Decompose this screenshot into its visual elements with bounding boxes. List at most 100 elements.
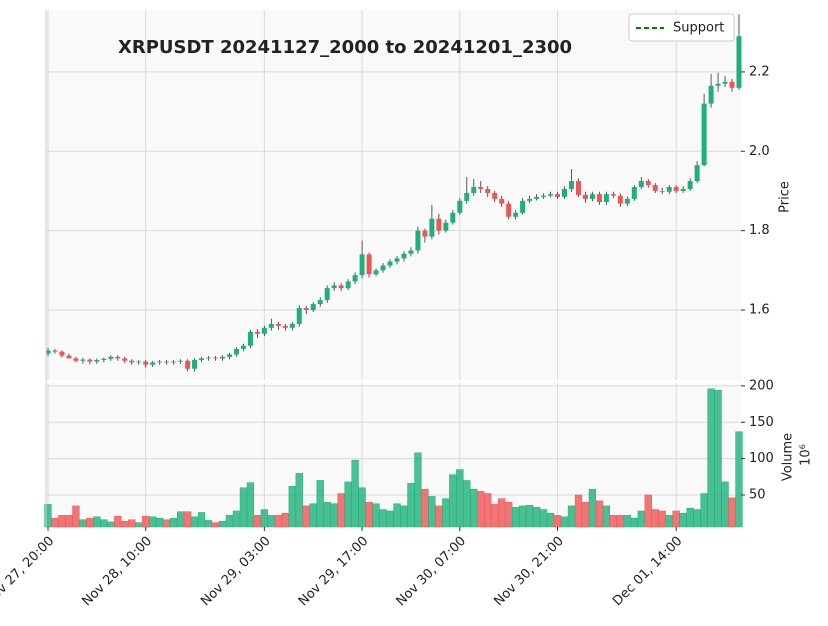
candle-body xyxy=(136,361,142,363)
candle-body xyxy=(666,186,672,192)
candle-body xyxy=(485,188,491,193)
candle-body xyxy=(157,361,163,363)
candle-body xyxy=(359,254,365,276)
volume-bar xyxy=(379,509,387,528)
candle-body xyxy=(108,356,114,359)
volume-bar xyxy=(169,518,178,528)
y-tick-label: 100 xyxy=(749,451,774,466)
y-axis-label: Price xyxy=(778,181,793,213)
candle-body xyxy=(303,308,309,310)
candle-body xyxy=(66,355,72,359)
volume-bar xyxy=(239,487,248,528)
volume-bar xyxy=(595,500,604,528)
x-tick-label: Nov 27, 20:00 xyxy=(0,534,57,610)
volume-bar xyxy=(274,515,282,528)
volume-bar xyxy=(491,504,499,528)
volume-panel xyxy=(46,383,741,527)
y-tick-label: 1.8 xyxy=(749,223,770,238)
candle-body xyxy=(638,181,644,187)
candle-body xyxy=(352,275,358,282)
candle-body xyxy=(143,361,149,365)
candle-body xyxy=(513,212,519,217)
volume-bar xyxy=(609,515,618,528)
candle-body xyxy=(492,192,498,199)
candle-body xyxy=(575,181,581,195)
candle-body xyxy=(310,304,316,310)
x-tick-label: Nov 30, 21:00 xyxy=(491,534,567,610)
volume-bar xyxy=(330,503,338,528)
candle-body xyxy=(282,325,288,328)
candle-body xyxy=(555,194,561,197)
candle-body xyxy=(631,186,637,199)
volume-bar xyxy=(435,505,443,528)
candle-body xyxy=(506,203,512,217)
candle-body xyxy=(324,288,330,301)
candle-body xyxy=(80,359,86,361)
candle-body xyxy=(345,281,351,289)
candle-body xyxy=(520,200,526,213)
candle-body xyxy=(471,186,477,193)
volume-bar xyxy=(546,512,555,528)
volume-bar xyxy=(456,469,464,528)
candle-body xyxy=(171,361,177,363)
volume-bar xyxy=(100,519,108,528)
candle-body xyxy=(436,218,442,231)
volume-bar xyxy=(484,493,492,528)
volume-bar xyxy=(498,498,506,528)
legend-box xyxy=(628,13,735,42)
y-tick-label: 50 xyxy=(749,488,766,503)
volume-bar xyxy=(358,487,366,528)
volume-bar xyxy=(365,502,373,528)
candle-body xyxy=(247,331,253,346)
candle-body xyxy=(736,36,742,88)
volume-bar xyxy=(602,505,611,528)
volume-bar xyxy=(442,498,450,528)
volume-bar xyxy=(693,509,701,528)
volume-bar xyxy=(553,515,562,528)
volume-bar xyxy=(344,481,352,528)
volume-bar xyxy=(714,390,722,528)
candle-body xyxy=(534,196,540,199)
candle-body xyxy=(296,308,302,324)
volume-bar xyxy=(707,388,715,528)
candle-body xyxy=(52,350,58,352)
volume-bar xyxy=(142,515,150,528)
volume-bar xyxy=(539,509,548,528)
candle-body xyxy=(687,181,693,189)
volume-bar xyxy=(135,522,143,528)
volume-bar xyxy=(288,486,296,528)
volume-bar xyxy=(51,518,59,528)
volume-bar xyxy=(323,502,331,528)
volume-bar xyxy=(477,491,485,528)
volume-bar xyxy=(581,502,590,528)
volume-bar xyxy=(337,493,345,528)
candle-body xyxy=(715,83,721,86)
candle-body xyxy=(150,362,156,365)
volume-bar xyxy=(190,516,199,528)
volume-bar xyxy=(218,520,227,528)
candle-body xyxy=(568,181,574,189)
candle-body xyxy=(596,194,602,203)
volume-axis-label: Volume xyxy=(781,433,796,481)
volume-bar xyxy=(309,503,317,528)
candle-body xyxy=(240,345,246,349)
volume-unit: 10⁶ xyxy=(799,444,814,466)
volume-bar xyxy=(302,505,310,528)
volume-bar xyxy=(386,510,394,528)
candle-body xyxy=(129,360,135,363)
candle-body xyxy=(317,300,323,305)
volume-bar xyxy=(204,520,213,528)
candle-body xyxy=(219,356,225,359)
volume-bar xyxy=(505,502,513,528)
marks xyxy=(44,14,743,528)
x-tick-label: Nov 29, 03:00 xyxy=(198,534,274,610)
volume-bar xyxy=(225,515,234,528)
candle-body xyxy=(680,188,686,191)
candle-body xyxy=(589,194,595,199)
candle-body xyxy=(548,194,554,196)
volume-bar xyxy=(79,519,87,528)
volume-bar xyxy=(260,509,269,528)
volume-bar xyxy=(463,480,471,528)
volume-bar xyxy=(393,503,401,528)
